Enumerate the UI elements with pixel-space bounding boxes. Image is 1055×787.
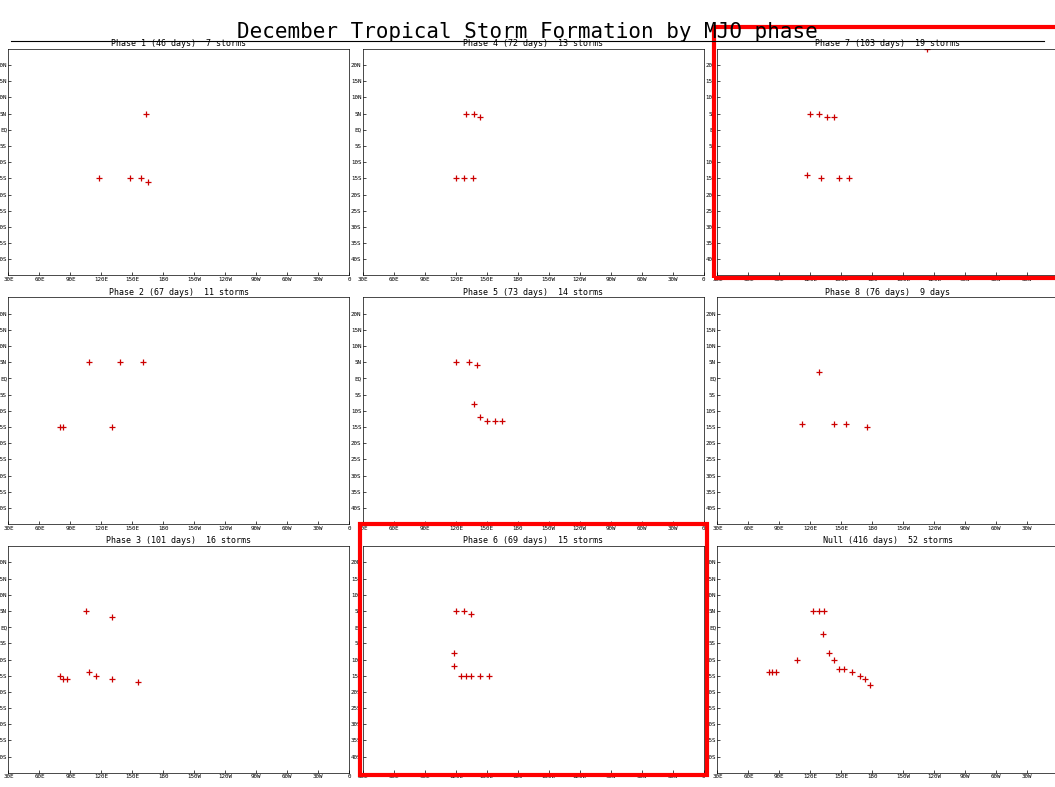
Title: Phase 3 (101 days)  16 storms: Phase 3 (101 days) 16 storms bbox=[107, 537, 251, 545]
Title: Phase 6 (69 days)  15 storms: Phase 6 (69 days) 15 storms bbox=[463, 537, 603, 545]
Title: Phase 2 (67 days)  11 storms: Phase 2 (67 days) 11 storms bbox=[109, 288, 249, 297]
Text: December Tropical Storm Formation by MJO phase: December Tropical Storm Formation by MJO… bbox=[237, 22, 818, 42]
Title: Null (416 days)  52 storms: Null (416 days) 52 storms bbox=[823, 537, 953, 545]
Title: Phase 8 (76 days)  9 days: Phase 8 (76 days) 9 days bbox=[825, 288, 951, 297]
Title: Phase 4 (72 days)  13 storms: Phase 4 (72 days) 13 storms bbox=[463, 39, 603, 48]
Title: Phase 1 (46 days)  7 storms: Phase 1 (46 days) 7 storms bbox=[112, 39, 246, 48]
Title: Phase 7 (103 days)  19 storms: Phase 7 (103 days) 19 storms bbox=[816, 39, 960, 48]
Title: Phase 5 (73 days)  14 storms: Phase 5 (73 days) 14 storms bbox=[463, 288, 603, 297]
